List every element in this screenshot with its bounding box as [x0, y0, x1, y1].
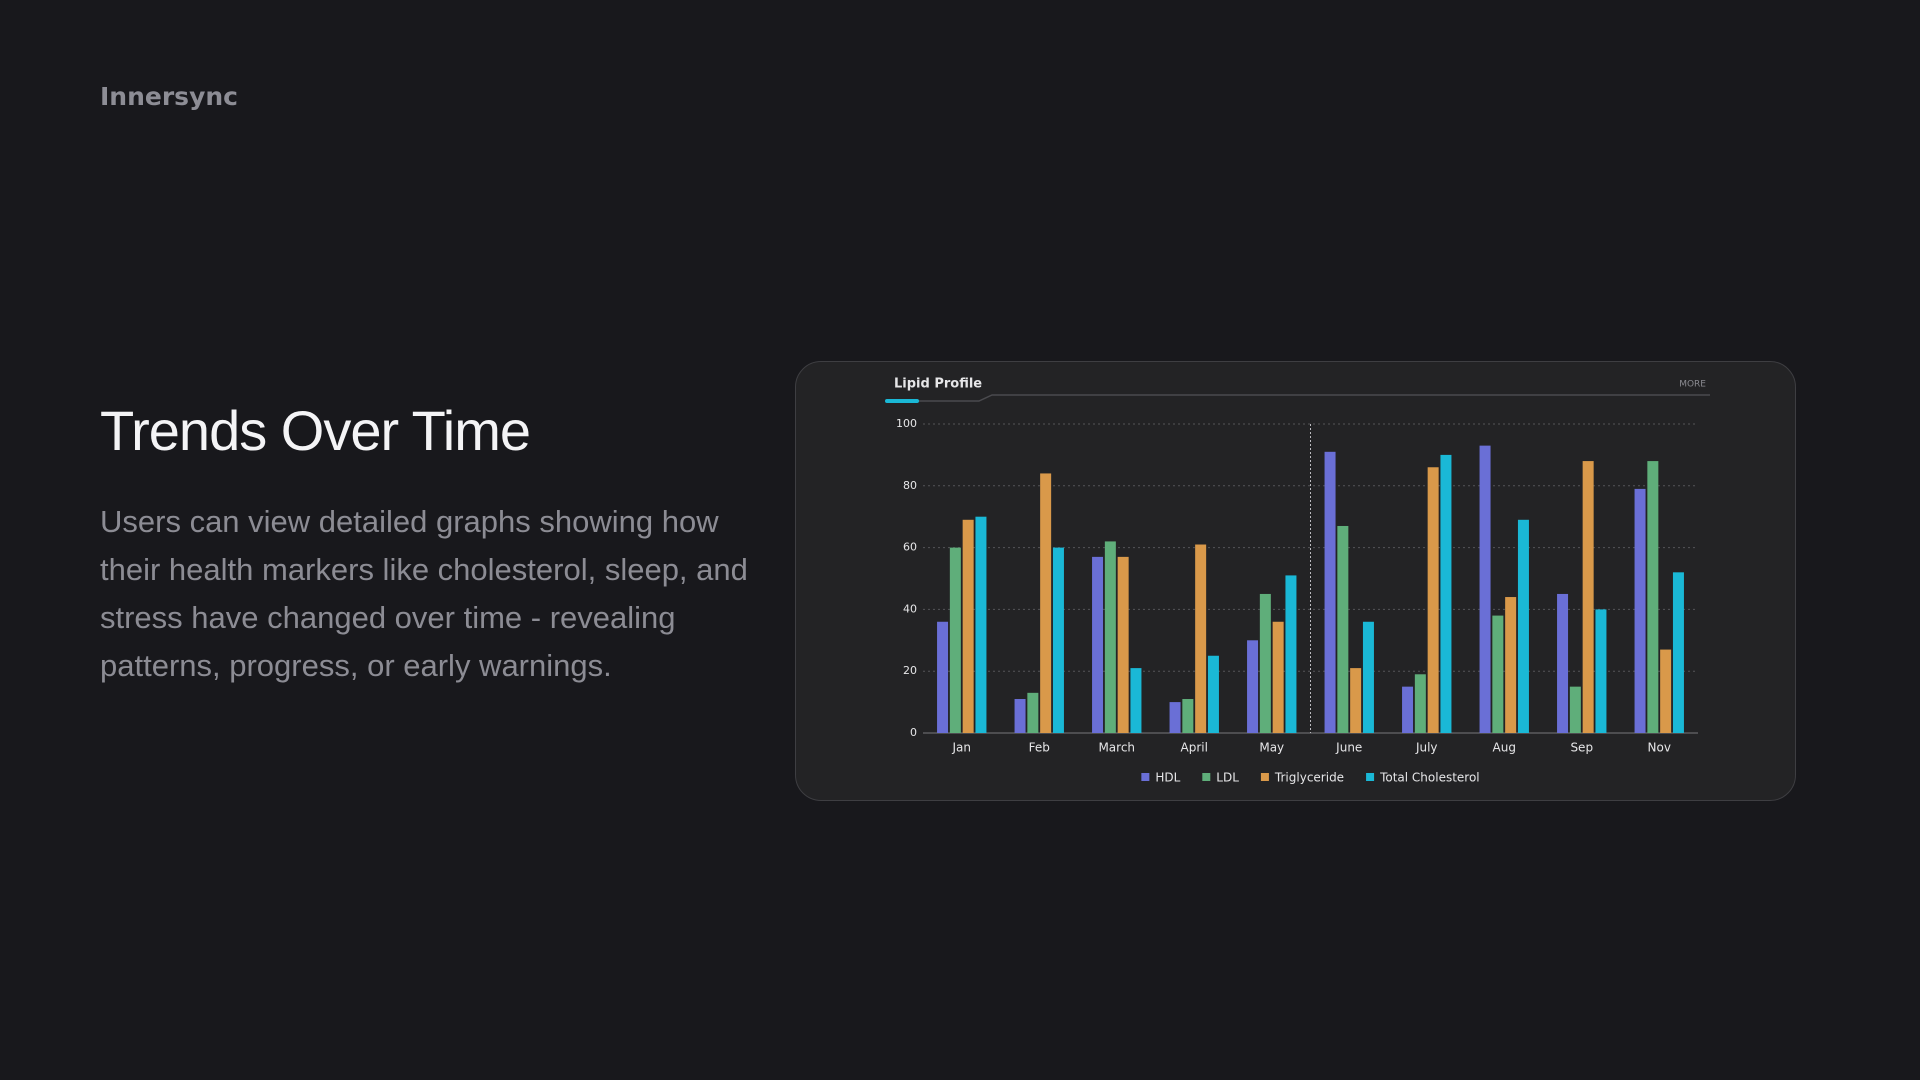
bar [1440, 454, 1452, 733]
y-tick-label: 40 [903, 602, 917, 615]
bar [1207, 655, 1219, 733]
bar [1272, 621, 1284, 733]
bar [937, 621, 949, 733]
bar [1350, 668, 1362, 733]
bar [1402, 686, 1414, 733]
chart-title: Lipid Profile [894, 377, 982, 392]
x-tick-label: Aug [1493, 741, 1516, 755]
legend-swatch [1202, 773, 1211, 781]
bar [1672, 572, 1684, 733]
bar [1427, 467, 1439, 733]
legend: HDL LDL Triglyceride Total Cholesterol [1141, 771, 1480, 785]
y-tick-label: 60 [903, 541, 917, 554]
description: Users can view detailed graphs showing h… [100, 504, 748, 683]
legend-swatch [1260, 773, 1269, 781]
bar [1027, 692, 1039, 733]
bar [1130, 668, 1142, 733]
x-tick-label: March [1098, 741, 1135, 755]
tab-line [917, 394, 1710, 402]
bar [1660, 649, 1672, 733]
x-tick-label: Sep [1570, 741, 1593, 755]
legend-swatch [1366, 773, 1375, 781]
x-tick-label: July [1415, 741, 1438, 755]
bar [1117, 556, 1129, 733]
bar [1557, 593, 1569, 733]
y-tick-label: 20 [903, 664, 917, 677]
bar [1182, 699, 1194, 733]
heading: Trends Over Time [100, 399, 531, 462]
bar [1014, 699, 1026, 733]
brand: Innersync [100, 82, 238, 111]
bar [1104, 541, 1116, 733]
bar [1647, 461, 1659, 733]
x-tick-label: June [1335, 741, 1362, 755]
bar [1040, 473, 1052, 733]
x-tick-label: Jan [952, 741, 972, 755]
bar [1324, 451, 1336, 733]
bar [1052, 547, 1064, 733]
bar [1569, 686, 1581, 733]
x-tick-label: May [1259, 741, 1284, 755]
x-tick-label: Nov [1648, 741, 1671, 755]
legend-label: Total Cholesterol [1379, 771, 1480, 785]
bar [949, 547, 961, 733]
bar [1259, 593, 1271, 733]
bar [1337, 525, 1349, 733]
y-tick-label: 80 [903, 479, 917, 492]
x-tick-label: April [1181, 741, 1208, 755]
chart: Lipid Profile MORE 0 20 40 60 80 100 Jan Feb Mar… [885, 377, 1710, 785]
legend-swatch [1141, 773, 1150, 781]
bar [1247, 640, 1259, 733]
bar [962, 519, 974, 733]
bar [1492, 615, 1504, 733]
bar [1092, 556, 1104, 733]
bar [1195, 544, 1207, 733]
bar [1505, 597, 1517, 733]
legend-label: HDL [1155, 771, 1180, 785]
y-tick-label: 0 [910, 726, 917, 739]
legend-label: Triglyceride [1274, 771, 1344, 785]
bar [1634, 488, 1646, 733]
bar [1517, 519, 1529, 733]
legend-label: LDL [1216, 771, 1239, 785]
y-tick-label: 100 [896, 417, 917, 430]
bar [1595, 609, 1607, 733]
more-button[interactable]: MORE [1679, 380, 1706, 390]
bar [1169, 702, 1181, 733]
bar [1362, 621, 1374, 733]
bar [975, 516, 987, 733]
chart-card: Lipid Profile MORE 0 20 40 60 80 100 Jan Feb Mar… [795, 361, 1796, 801]
bar [1414, 674, 1426, 733]
bar [1582, 461, 1594, 733]
bar [1479, 445, 1491, 733]
x-tick-label: Feb [1029, 741, 1050, 755]
bar [1285, 575, 1297, 733]
